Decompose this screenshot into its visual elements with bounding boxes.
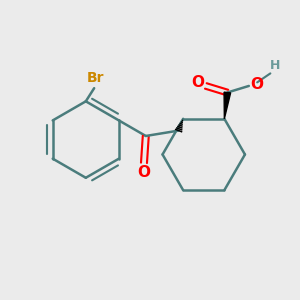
Text: Br: Br — [87, 71, 104, 85]
Text: O: O — [137, 165, 151, 180]
Text: O: O — [251, 77, 264, 92]
Text: H: H — [270, 59, 280, 72]
Polygon shape — [224, 92, 231, 119]
Text: O: O — [191, 75, 204, 90]
